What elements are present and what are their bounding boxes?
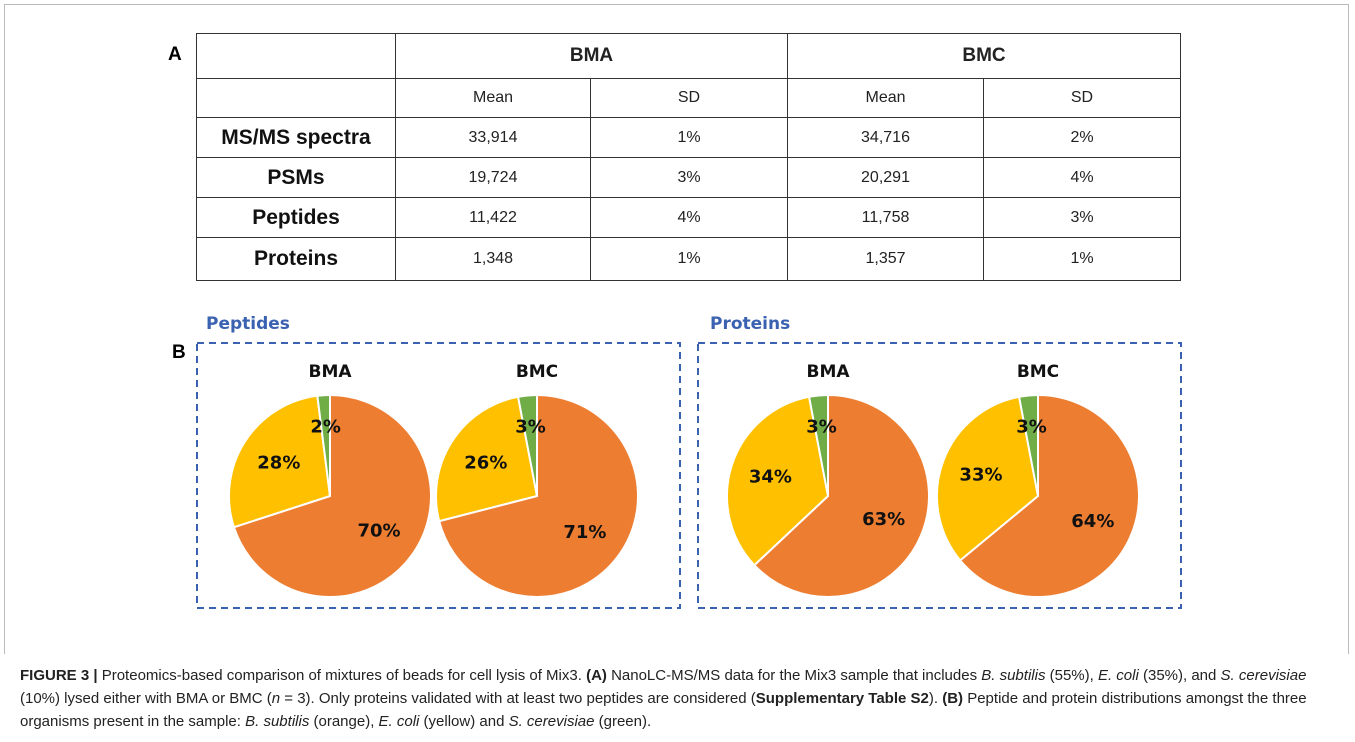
pie-title: BMC: [516, 362, 558, 382]
row-header: Peptides: [196, 197, 396, 238]
table-row: PSMs 19,724 3% 20,291 4%: [196, 157, 1181, 198]
caption-text: NanoLC-MS/MS data for the Mix3 sample th…: [606, 667, 982, 684]
panel-label: A: [168, 44, 182, 65]
caption-text: = 3). Only proteins validated with at le…: [280, 690, 756, 707]
table-cell: 4%: [590, 197, 788, 238]
row-header: Proteins: [196, 237, 396, 281]
caption-text: (green).: [594, 713, 652, 730]
caption-text: (55%),: [1045, 667, 1098, 684]
table-row: Mean SD Mean SD: [196, 78, 1181, 118]
data-label: 70%: [357, 521, 400, 542]
caption-text: FIGURE 3 |: [20, 667, 98, 684]
table-cell: 33,914: [395, 117, 591, 158]
pie-slice: [958, 393, 1140, 598]
pie-title: BMA: [806, 362, 850, 382]
table-cell: 1,348: [395, 237, 591, 281]
data-label: 64%: [1071, 511, 1114, 532]
caption-text: S. cerevisiae: [508, 713, 595, 730]
table-cell: 11,758: [787, 197, 984, 238]
pie-title: BMA: [308, 362, 352, 382]
data-label: 3%: [1016, 417, 1047, 438]
sub-header: SD: [590, 78, 788, 118]
caption-text: (B): [942, 690, 964, 707]
caption-text: n: [271, 690, 281, 707]
table-cell: 1%: [983, 237, 1181, 281]
corner-cell: [196, 33, 396, 79]
data-label: 63%: [862, 509, 905, 530]
caption-text: (35%), and: [1138, 667, 1221, 684]
figure-frame: [4, 4, 1349, 654]
table-cell: 1,357: [787, 237, 984, 281]
dashed-box: [196, 342, 681, 609]
table-row: Proteins 1,348 1% 1,357 1%: [196, 237, 1181, 281]
data-label: 28%: [257, 453, 300, 474]
caption-text: (orange),: [309, 713, 379, 730]
pie-slice: [752, 393, 930, 598]
caption-text: ).: [928, 690, 943, 707]
table-row: MS/MS spectra 33,914 1% 34,716 2%: [196, 117, 1181, 158]
caption-text: (yellow) and: [419, 713, 509, 730]
panel-label: B: [172, 342, 186, 363]
data-label: 34%: [749, 466, 792, 487]
caption-text: Proteomics-based comparison of mixtures …: [97, 667, 587, 684]
pie-slice: [437, 393, 639, 598]
table-cell: 20,291: [787, 157, 984, 198]
table-cell: 4%: [983, 157, 1181, 198]
caption-text: B. subtilis: [245, 713, 310, 730]
caption-text: E. coli: [1097, 667, 1139, 684]
group-label: Proteins: [710, 314, 791, 334]
pie-title: BMC: [1017, 362, 1059, 382]
data-label: 26%: [464, 453, 507, 474]
pie-slice: [936, 395, 1040, 562]
caption-text: Supplementary Table S2: [755, 690, 929, 707]
pie-slice: [228, 394, 332, 529]
data-label: 3%: [806, 417, 837, 438]
row-header: PSMs: [196, 157, 396, 198]
pie-slice: [1017, 393, 1039, 497]
data-table: BMA BMC Mean SD Mean SD MS/MS spectra 33,914 1% 3…: [196, 33, 1181, 281]
row-header: MS/MS spectra: [196, 117, 396, 158]
caption-text: (A): [586, 667, 607, 684]
caption-text: B. subtilis: [981, 667, 1046, 684]
pie-slice: [232, 393, 432, 598]
pie-slice: [726, 395, 830, 567]
pie-slice: [516, 393, 538, 497]
pie-slice: [316, 393, 331, 497]
data-label: 33%: [959, 464, 1002, 485]
caption-text: S. cerevisiae: [1220, 667, 1307, 684]
pie-slice: [807, 393, 829, 497]
caption-text: Peptide and protein distributions amongs…: [20, 690, 1307, 730]
group-header: BMC: [787, 33, 1181, 79]
table-cell: 3%: [983, 197, 1181, 238]
pie-slice: [435, 395, 539, 523]
sub-header: SD: [983, 78, 1181, 118]
data-label: 2%: [310, 416, 341, 437]
data-label: 71%: [563, 522, 606, 543]
table-cell: 1%: [590, 117, 788, 158]
table-cell: 19,724: [395, 157, 591, 198]
caption-text: E. coli: [378, 713, 420, 730]
dashed-box: [697, 342, 1182, 609]
table-cell: 1%: [590, 237, 788, 281]
caption-text: (10%) lysed either with BMA or BMC (: [20, 690, 272, 707]
data-label: 3%: [515, 417, 546, 438]
group-label: Peptides: [206, 314, 290, 334]
pie-charts: BMA 70% 28% 2% BMC 71% 26% 3% BMA 63% 34% 3% BMC 64% 3…: [196, 342, 1182, 609]
caption: FIGURE 3 | Proteomics-based comparison o…: [20, 664, 1340, 733]
table-row: BMA BMC: [196, 33, 1181, 79]
